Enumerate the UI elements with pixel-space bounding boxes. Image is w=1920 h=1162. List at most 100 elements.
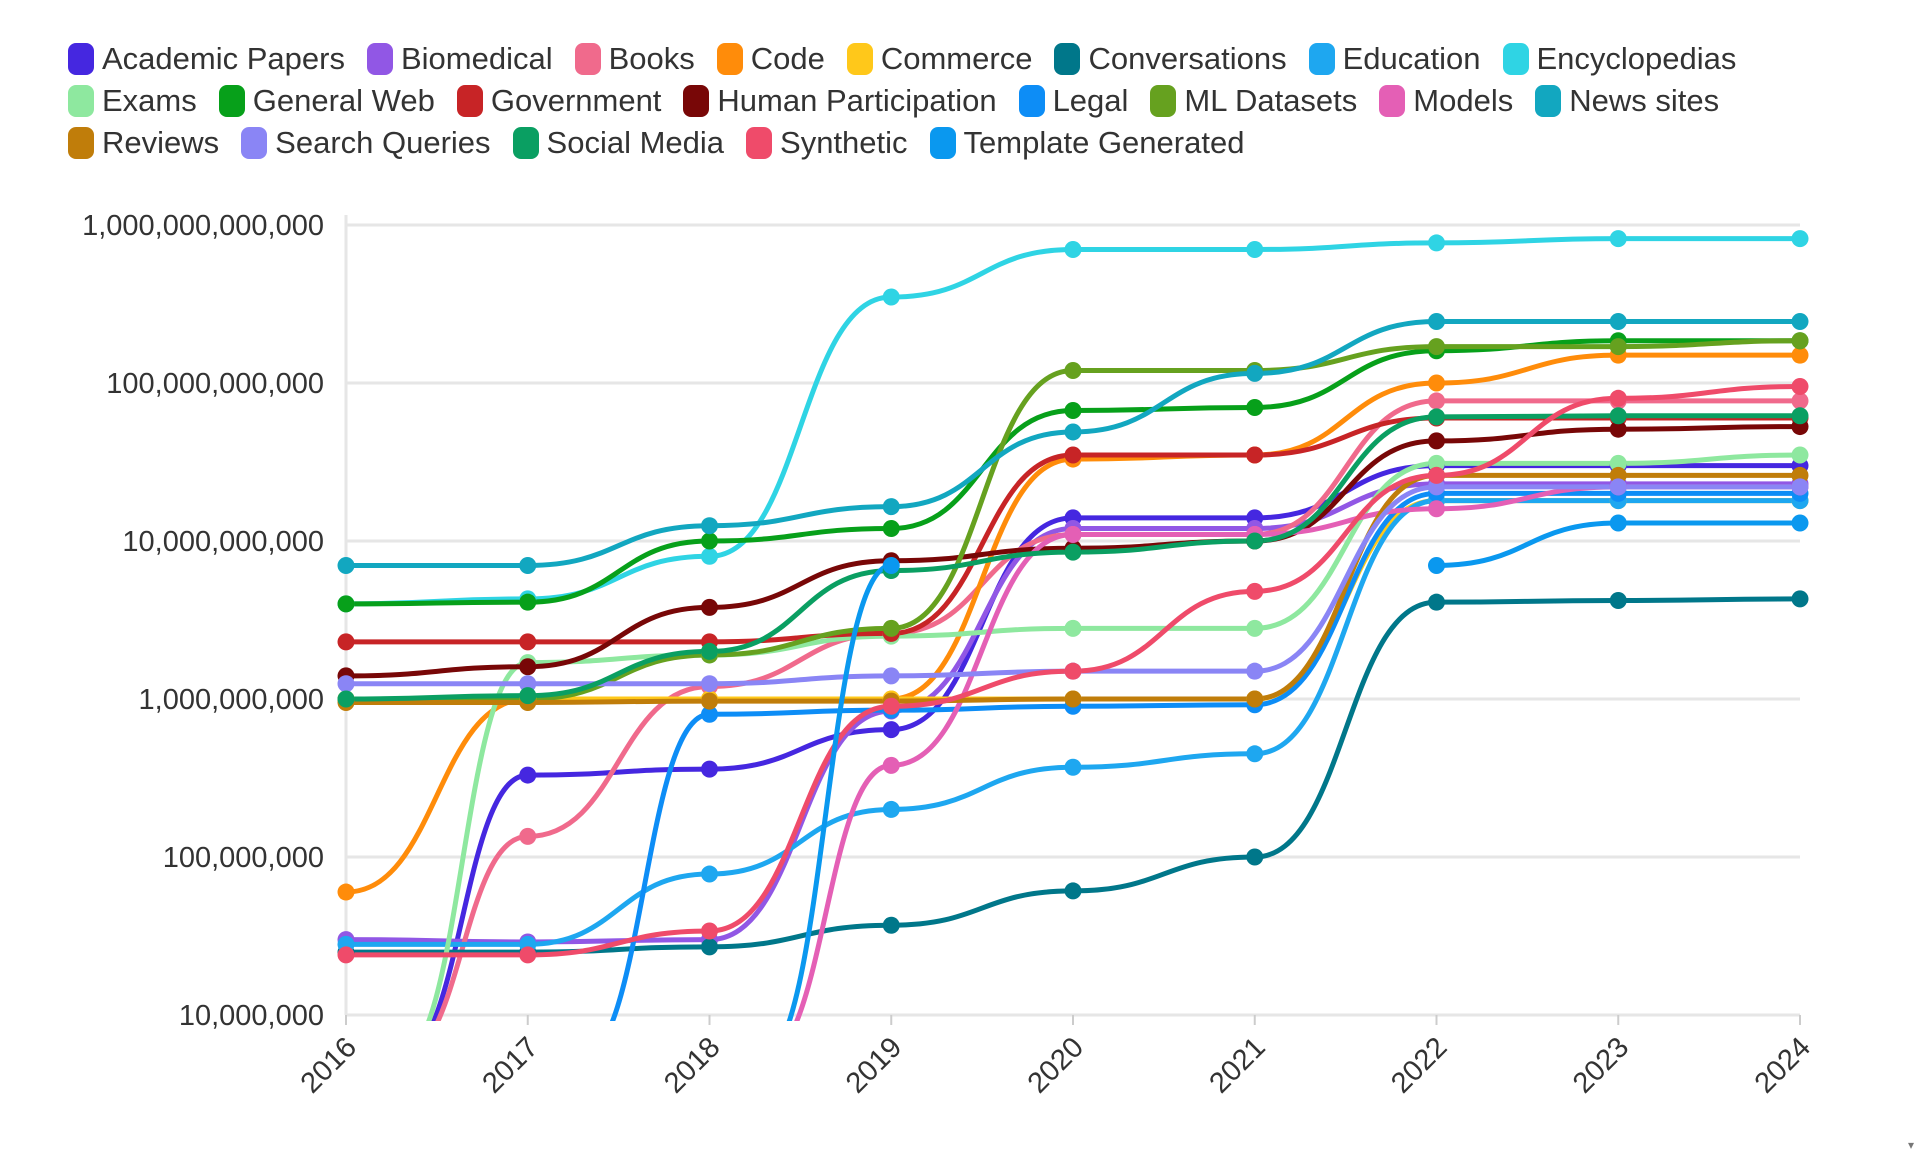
data-point-encyclopedias[interactable] — [1609, 230, 1627, 248]
legend-item-government[interactable]: Government — [456, 83, 661, 119]
data-point-exams[interactable] — [1791, 446, 1809, 464]
data-point-legal[interactable] — [701, 705, 718, 723]
data-point-general-web[interactable] — [1064, 401, 1082, 419]
data-point-reviews[interactable] — [1064, 690, 1082, 708]
data-point-human-participation[interactable] — [1609, 420, 1627, 438]
data-point-news-sites[interactable] — [882, 498, 900, 516]
data-point-template-generated[interactable] — [1428, 556, 1445, 574]
data-point-encyclopedias[interactable] — [1064, 240, 1082, 258]
data-point-template-generated[interactable] — [1609, 514, 1627, 532]
data-point-human-participation[interactable] — [701, 598, 718, 616]
data-point-academic-papers[interactable] — [701, 760, 718, 778]
data-point-academic-papers[interactable] — [882, 721, 900, 739]
legend-item-legal[interactable]: Legal — [1018, 83, 1128, 119]
data-point-education[interactable] — [1064, 758, 1082, 776]
data-point-news-sites[interactable] — [1246, 364, 1264, 382]
data-point-search-queries[interactable] — [519, 675, 537, 693]
legend-item-commerce[interactable]: Commerce — [846, 41, 1032, 77]
data-point-conversations[interactable] — [1609, 592, 1627, 610]
data-point-social-media[interactable] — [337, 690, 355, 708]
data-point-template-generated[interactable] — [882, 556, 900, 574]
data-point-social-media[interactable] — [1246, 532, 1264, 550]
data-point-exams[interactable] — [1246, 619, 1264, 637]
data-point-encyclopedias[interactable] — [701, 547, 718, 565]
data-point-synthetic[interactable] — [1064, 662, 1082, 680]
data-point-reviews[interactable] — [1246, 690, 1264, 708]
data-point-search-queries[interactable] — [1246, 662, 1264, 680]
data-point-social-media[interactable] — [1064, 543, 1082, 561]
data-point-general-web[interactable] — [882, 519, 900, 537]
data-point-government[interactable] — [1246, 446, 1264, 464]
data-point-conversations[interactable] — [1791, 590, 1809, 608]
legend-item-search-queries[interactable]: Search Queries — [241, 125, 491, 161]
data-point-encyclopedias[interactable] — [1246, 240, 1264, 258]
legend-item-template-generated[interactable]: Template Generated — [929, 125, 1244, 161]
data-point-general-web[interactable] — [1246, 398, 1264, 416]
data-point-news-sites[interactable] — [1791, 313, 1809, 331]
data-point-government[interactable] — [519, 633, 537, 651]
legend-item-encyclopedias[interactable]: Encyclopedias — [1502, 41, 1736, 77]
data-point-social-media[interactable] — [1791, 407, 1809, 425]
data-point-human-participation[interactable] — [519, 658, 537, 676]
data-point-encyclopedias[interactable] — [1428, 234, 1445, 252]
data-point-ml-datasets[interactable] — [1064, 361, 1082, 379]
legend-item-human-participation[interactable]: Human Participation — [683, 83, 997, 119]
data-point-code[interactable] — [337, 883, 355, 901]
legend-item-books[interactable]: Books — [574, 41, 695, 77]
legend-item-conversations[interactable]: Conversations — [1054, 41, 1287, 77]
legend-item-education[interactable]: Education — [1308, 41, 1481, 77]
data-point-models[interactable] — [1064, 525, 1082, 543]
data-point-academic-papers[interactable] — [519, 766, 537, 784]
data-point-general-web[interactable] — [519, 593, 537, 611]
data-point-synthetic[interactable] — [1791, 378, 1809, 396]
data-point-conversations[interactable] — [882, 916, 900, 934]
data-point-human-participation[interactable] — [1428, 432, 1445, 450]
data-point-models[interactable] — [882, 756, 900, 774]
data-point-synthetic[interactable] — [519, 946, 537, 964]
data-point-code[interactable] — [1791, 346, 1809, 364]
data-point-exams[interactable] — [1609, 454, 1627, 472]
legend-item-synthetic[interactable]: Synthetic — [746, 125, 908, 161]
data-point-news-sites[interactable] — [701, 517, 718, 535]
data-point-code[interactable] — [1428, 374, 1445, 392]
data-point-synthetic[interactable] — [1609, 389, 1627, 407]
data-point-synthetic[interactable] — [701, 922, 718, 940]
data-point-general-web[interactable] — [701, 532, 718, 550]
data-point-government[interactable] — [337, 633, 355, 651]
data-point-education[interactable] — [701, 865, 718, 883]
legend-item-ml-datasets[interactable]: ML Datasets — [1150, 83, 1357, 119]
data-point-exams[interactable] — [1064, 619, 1082, 637]
data-point-conversations[interactable] — [1064, 882, 1082, 900]
data-point-ml-datasets[interactable] — [1428, 338, 1445, 356]
data-point-search-queries[interactable] — [701, 675, 718, 693]
data-point-models[interactable] — [1428, 500, 1445, 518]
data-point-news-sites[interactable] — [337, 556, 355, 574]
data-point-social-media[interactable] — [701, 642, 718, 660]
data-point-conversations[interactable] — [701, 938, 718, 956]
legend-item-exams[interactable]: Exams — [68, 83, 197, 119]
data-point-search-queries[interactable] — [1609, 478, 1627, 496]
data-point-conversations[interactable] — [1428, 593, 1445, 611]
data-point-government[interactable] — [1064, 446, 1082, 464]
data-point-social-media[interactable] — [1428, 408, 1445, 426]
data-point-synthetic[interactable] — [882, 697, 900, 715]
data-point-synthetic[interactable] — [1428, 466, 1445, 484]
data-point-ml-datasets[interactable] — [882, 619, 900, 637]
data-point-encyclopedias[interactable] — [1791, 230, 1809, 248]
data-point-general-web[interactable] — [337, 595, 355, 613]
data-point-search-queries[interactable] — [882, 667, 900, 685]
data-point-news-sites[interactable] — [519, 556, 537, 574]
data-point-conversations[interactable] — [1246, 848, 1264, 866]
legend-item-academic-papers[interactable]: Academic Papers — [68, 41, 345, 77]
legend-item-general-web[interactable]: General Web — [218, 83, 435, 119]
data-point-search-queries[interactable] — [1791, 478, 1809, 496]
legend-item-reviews[interactable]: Reviews — [68, 125, 219, 161]
data-point-news-sites[interactable] — [1428, 313, 1445, 331]
data-point-ml-datasets[interactable] — [1609, 338, 1627, 356]
data-point-books[interactable] — [519, 827, 537, 845]
data-point-ml-datasets[interactable] — [1791, 332, 1809, 350]
data-point-exams[interactable] — [1428, 454, 1445, 472]
data-point-encyclopedias[interactable] — [882, 288, 900, 306]
data-point-news-sites[interactable] — [1609, 313, 1627, 331]
data-point-books[interactable] — [1428, 392, 1445, 410]
